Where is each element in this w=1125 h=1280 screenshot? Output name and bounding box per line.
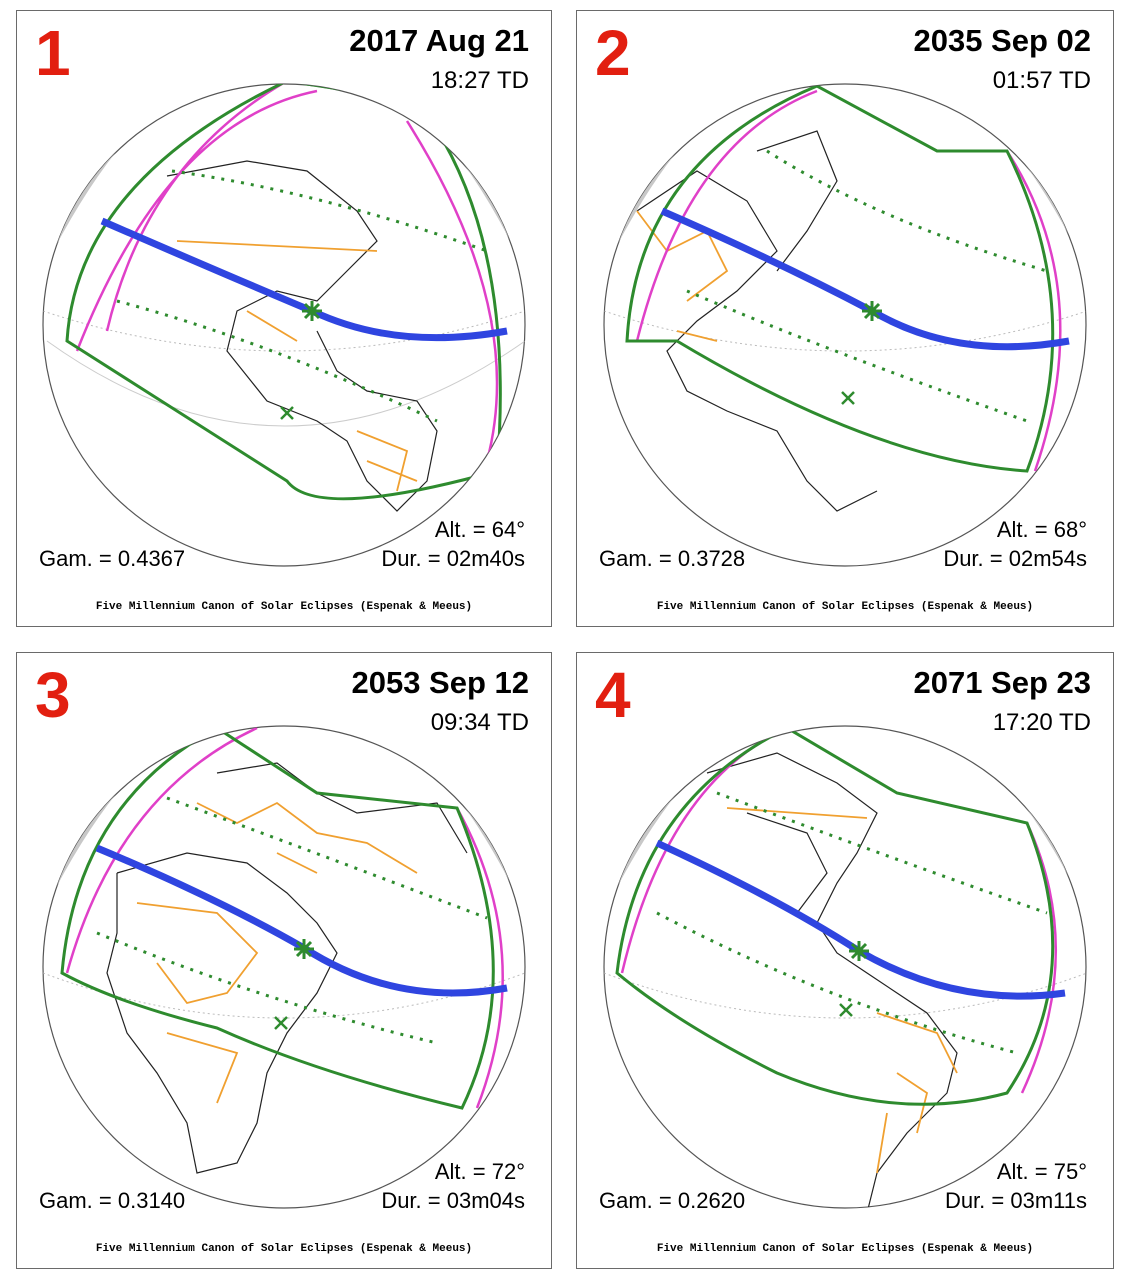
credit-line: Five Millennium Canon of Solar Eclipses … <box>95 1243 473 1255</box>
umbral-limits <box>96 796 488 1045</box>
eclipse-globe-map <box>42 725 526 1209</box>
eclipse-limits <box>65 84 502 501</box>
eclipse-limits <box>625 84 1055 473</box>
duration-label: Dur. = 02m40s <box>381 546 525 571</box>
greatest-eclipse-marker <box>849 941 869 961</box>
eclipse-globe-map <box>603 725 1087 1209</box>
panel-number: 2 <box>595 17 631 89</box>
umbral-limits <box>686 149 1048 423</box>
political-borders <box>176 240 418 492</box>
graticule-line <box>46 340 525 427</box>
credit-line: Five Millennium Canon of Solar Eclipses … <box>656 1243 1034 1255</box>
greatest-eclipse-marker <box>294 939 314 959</box>
credit-line: Five Millennium Canon of Solar Eclipses … <box>95 601 473 613</box>
gamma-label: Gam. = 0.4367 <box>39 546 186 571</box>
subsolar-marker <box>841 391 855 405</box>
eclipse-date: 2053 Sep 12 <box>351 665 529 700</box>
gamma-label: Gam. = 0.3728 <box>599 546 746 571</box>
eclipse-time: 17:20 TD <box>992 709 1091 736</box>
eclipse-date: 2017 Aug 21 <box>349 23 529 58</box>
duration-label: Dur. = 03m11s <box>944 1188 1087 1213</box>
globe-outline <box>603 83 1087 567</box>
eclipse-date: 2035 Sep 02 <box>913 23 1091 58</box>
eclipse-panel-3: 3 2053 Sep 12 09:34 TD Alt. = 72° Gam. =… <box>16 652 552 1269</box>
eclipse-globe-map <box>42 83 526 567</box>
eclipse-date: 2071 Sep 23 <box>913 665 1091 700</box>
altitude-label: Alt. = 68° <box>996 517 1087 542</box>
eclipse-time: 01:57 TD <box>992 67 1091 94</box>
duration-label: Dur. = 02m54s <box>943 546 1087 571</box>
altitude-label: Alt. = 64° <box>434 517 525 542</box>
eclipse-time: 18:27 TD <box>430 67 529 94</box>
subsolar-marker <box>280 406 294 420</box>
equator-line <box>43 972 525 1019</box>
eclipse-limits <box>60 726 495 1110</box>
panel-number: 4 <box>595 659 631 731</box>
subsolar-marker <box>839 1003 853 1017</box>
equator-line <box>604 310 1086 352</box>
penumbra-edge-east <box>455 807 504 1109</box>
coastline <box>706 752 958 1208</box>
eclipse-panel-4: 4 2071 Sep 23 17:20 TD Alt. = 75° Gam. =… <box>576 652 1114 1269</box>
penumbra-edge-west <box>65 726 258 974</box>
gamma-label: Gam. = 0.3140 <box>39 1188 186 1213</box>
eclipse-time: 09:34 TD <box>430 709 529 736</box>
penumbra-edge-west <box>635 89 818 342</box>
eclipse-globe-map <box>603 83 1087 567</box>
globe-outline <box>42 725 526 1209</box>
altitude-label: Alt. = 72° <box>434 1159 525 1184</box>
penumbra-edge-west <box>75 84 318 352</box>
political-borders <box>136 801 418 1104</box>
coastline <box>166 160 438 512</box>
eclipse-panel-1: 1 2017 Aug 21 18:27 TD Alt. = 64° Gam. = <box>16 10 552 627</box>
credit-line: Five Millennium Canon of Solar Eclipses … <box>656 601 1034 613</box>
panel-number: 1 <box>35 17 71 89</box>
greatest-eclipse-marker <box>302 301 322 321</box>
greatest-eclipse-marker <box>862 301 882 321</box>
altitude-label: Alt. = 75° <box>996 1159 1087 1184</box>
equator-line <box>43 310 525 352</box>
panel-number: 3 <box>35 659 71 731</box>
globe-outline <box>603 725 1087 1209</box>
umbral-limits <box>116 169 488 423</box>
umbral-limits <box>656 791 1048 1055</box>
penumbra-edge-east <box>405 120 499 462</box>
coastline <box>106 762 468 1174</box>
eclipse-panel-2: 2 2035 Sep 02 01:57 TD Alt. = 68° Gam. =… <box>576 10 1114 627</box>
subsolar-marker <box>274 1016 288 1030</box>
coastline <box>636 130 878 512</box>
penumbra-edge-east <box>1005 150 1062 472</box>
equator-line <box>604 972 1086 1019</box>
eclipse-limits <box>615 726 1055 1106</box>
duration-label: Dur. = 03m04s <box>381 1188 525 1213</box>
gamma-label: Gam. = 0.2620 <box>599 1188 746 1213</box>
